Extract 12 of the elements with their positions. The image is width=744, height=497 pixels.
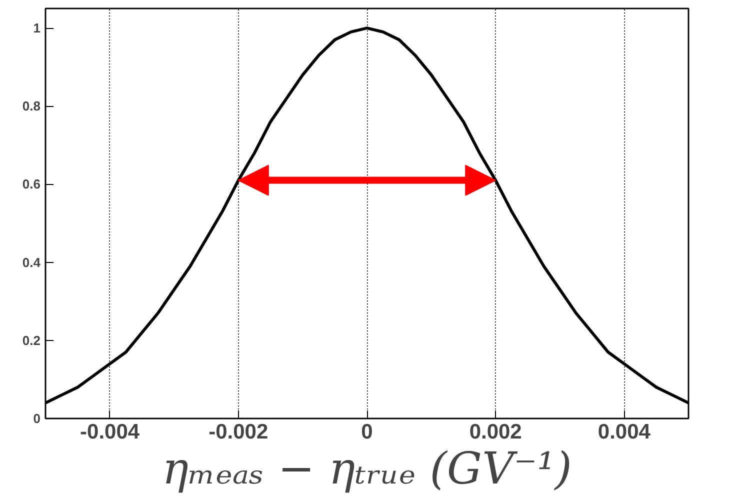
y-tick-label: 0.6 xyxy=(22,176,41,192)
y-tick-label: 0.8 xyxy=(22,98,41,114)
y-tick-label: 0 xyxy=(33,411,41,426)
x-tick-label: -0.002 xyxy=(208,420,268,444)
y-tick-label: 0.4 xyxy=(22,254,42,270)
x-axis-title: ηₘₑₐₛ − ηₜᵣᵤₑ (GV⁻¹) xyxy=(162,444,572,494)
y-tick-label: 1 xyxy=(33,20,41,36)
x-tick-label: -0.004 xyxy=(80,420,140,444)
y-tick-label: 0.2 xyxy=(22,332,41,348)
x-tick-label: 0 xyxy=(361,420,373,444)
x-tick-label: 0.004 xyxy=(598,420,651,444)
x-tick-label: 0.002 xyxy=(469,420,522,444)
